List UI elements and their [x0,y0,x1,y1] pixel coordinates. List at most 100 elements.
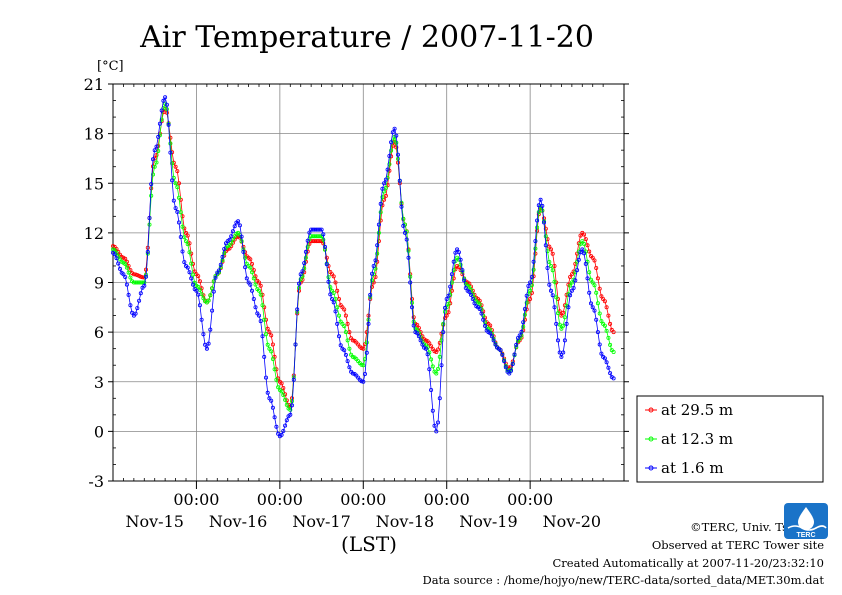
data-point [201,332,206,337]
data-point [583,237,588,242]
data-point [336,334,341,339]
data-point [604,305,609,310]
data-point [488,331,493,336]
data-point [305,244,310,249]
data-point [269,333,274,338]
data-point [390,143,395,148]
data-point [435,366,440,371]
data-point [114,256,119,261]
date-label: Nov-20 [543,512,601,531]
data-point [477,306,482,311]
y-tick-label: 3 [94,373,104,392]
data-point [533,246,538,251]
data-point [121,272,126,277]
y-tick-label: 6 [94,323,104,342]
data-point [562,315,567,320]
data-point [303,249,308,254]
data-point [267,346,272,351]
data-point [331,300,336,305]
data-point [256,280,261,285]
data-point [595,301,600,306]
data-point [611,349,616,354]
data-point [123,256,128,261]
data-point [170,161,175,166]
data-point [556,338,561,343]
data-point [293,342,298,347]
data-point [361,346,366,351]
data-point [239,234,244,239]
data-point [382,197,387,202]
data-point [279,381,284,386]
data-point [140,280,145,285]
chart-title: Air Temperature / 2007-11-20 [139,20,594,55]
data-point [608,371,613,376]
data-point [429,344,434,349]
data-point [302,261,307,266]
data-point [283,397,288,402]
data-point [342,307,347,312]
data-point [359,346,364,351]
data-point [597,311,602,316]
data-point [185,265,190,270]
data-point [597,342,602,347]
data-point [522,312,527,317]
data-point [582,251,587,256]
data-point [538,197,543,202]
data-point [394,140,399,145]
data-point [203,342,208,347]
x-tick-label: 00:00 [173,490,219,509]
data-point [578,250,583,255]
data-point [147,215,152,220]
data-point [399,204,404,209]
data-point [477,302,482,307]
data-point [519,329,524,334]
data-point [575,268,580,273]
data-point [350,371,355,376]
data-point [187,270,192,275]
data-point [606,335,611,340]
series-group [111,95,616,439]
data-point [592,258,597,263]
data-point [554,321,559,326]
data-point [373,266,378,271]
data-point [288,407,293,412]
data-point [420,342,425,347]
data-point [594,290,599,295]
data-point [196,292,201,297]
data-point [145,249,150,254]
data-point [493,342,498,347]
data-point [552,305,557,310]
data-point [260,303,265,308]
legend-marker [648,407,654,413]
data-point [211,289,216,294]
data-point [378,201,383,206]
data-point [389,148,394,153]
data-point [196,284,201,289]
data-point [599,351,604,356]
data-point [152,164,157,169]
data-point [444,296,449,301]
data-point [463,285,468,290]
data-point [604,360,609,365]
data-point [462,278,467,283]
data-point [324,262,329,267]
data-point [296,281,301,286]
data-point [569,280,574,285]
data-point [133,311,138,316]
data-point [276,385,281,390]
data-point [566,305,571,310]
terc-logo-icon: TERC [784,503,828,539]
data-point [543,243,548,248]
data-point [569,288,574,293]
data-point [222,251,227,256]
data-point [427,367,432,372]
data-point [345,321,350,326]
data-point [602,356,607,361]
data-point [258,283,263,288]
data-point [190,272,195,277]
data-point [281,392,286,397]
data-point [491,338,496,343]
x-tick-label: 00:00 [424,490,470,509]
data-point [303,255,308,260]
